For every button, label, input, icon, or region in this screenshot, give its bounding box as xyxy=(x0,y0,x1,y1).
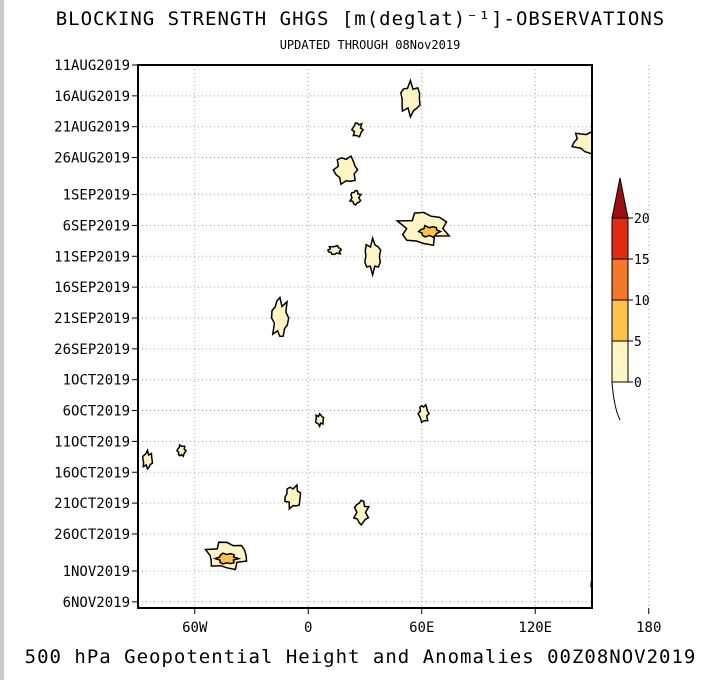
gridlines xyxy=(138,64,650,608)
y-tick-label: 1SEP2019 xyxy=(63,188,130,204)
chart-subtitle: UPDATED THROUGH 08Nov2019 xyxy=(279,38,461,52)
blocking-regions xyxy=(141,71,721,611)
blocking-region xyxy=(638,71,686,107)
y-tick-label: 11AUG2019 xyxy=(54,58,130,74)
y-tick-label: 11SEP2019 xyxy=(54,249,130,265)
y-tick-label: 21OCT2019 xyxy=(54,496,130,512)
y-tick-label: 21SEP2019 xyxy=(54,311,130,327)
colorbar-label: 0 xyxy=(634,376,642,391)
colorbar-swatch xyxy=(611,340,629,383)
blocking-region xyxy=(417,403,431,424)
colorbar: 0 5 10 15 20 xyxy=(611,177,650,421)
blocking-region xyxy=(599,94,682,146)
blocking-region xyxy=(417,224,443,239)
y-tick-label: 6SEP2019 xyxy=(63,218,130,234)
y-tick-label: 16AUG2019 xyxy=(54,89,130,105)
chart-title: BLOCKING STRENGTH GHGS [m(deglat)⁻¹]-OBS… xyxy=(55,8,666,30)
y-tick-label: 11OCT2019 xyxy=(54,434,130,450)
blocking-region xyxy=(715,382,721,413)
x-axis: 60W060E120E180120W xyxy=(182,608,661,636)
blocking-region xyxy=(710,239,721,262)
blocking-region xyxy=(399,78,421,119)
y-axis: 11AUG2019 16AUG2019 21AUG2019 26AUG2019 1SEP… xyxy=(54,58,138,611)
blocking-region xyxy=(680,428,694,442)
blocking-region xyxy=(212,552,242,565)
y-tick-label: 16OCT2019 xyxy=(54,465,130,481)
blocking-region xyxy=(570,130,592,155)
blocking-region xyxy=(683,177,698,194)
blocking-region xyxy=(621,113,643,134)
blocking-region xyxy=(618,106,656,136)
chart-footer-caption: 500 hPa Geopotential Height and Anomalie… xyxy=(24,646,697,668)
blocking-region xyxy=(662,83,680,103)
y-tick-label: 26SEP2019 xyxy=(54,342,130,358)
blocking-region xyxy=(352,499,371,527)
blocking-region xyxy=(284,483,302,511)
y-tick-label: 6OCT2019 xyxy=(63,404,130,420)
y-tick-label: 1NOV2019 xyxy=(63,564,130,580)
colorbar-bottom-arrow xyxy=(611,381,621,421)
blocking-region xyxy=(590,580,592,596)
blocking-region xyxy=(141,448,154,471)
y-tick-label: 26AUG2019 xyxy=(54,151,130,167)
y-tick-label: 21AUG2019 xyxy=(54,120,130,136)
blocking-region xyxy=(348,189,363,206)
y-tick-label: 6NOV2019 xyxy=(63,595,130,611)
colorbar-label: 5 xyxy=(634,335,642,350)
colorbar-label: 20 xyxy=(634,212,650,227)
x-tick-label: 0 xyxy=(304,620,312,636)
y-tick-label: 16SEP2019 xyxy=(54,280,130,296)
colorbar-label: 10 xyxy=(634,294,650,309)
blocking-region xyxy=(618,593,659,611)
y-tick-label: 1OCT2019 xyxy=(63,373,130,389)
colorbar-swatch xyxy=(611,299,629,342)
x-tick-label: 120E xyxy=(518,620,552,636)
colorbar-top-arrow xyxy=(611,177,629,219)
x-tick-label: 180 xyxy=(636,620,661,636)
blocking-region xyxy=(270,295,290,338)
blocking-region xyxy=(175,443,188,458)
blocking-region xyxy=(666,575,688,603)
blocking-region xyxy=(326,244,343,256)
x-tick-label: 60W xyxy=(182,620,208,636)
blocking-region xyxy=(332,154,359,186)
colorbar-swatch xyxy=(611,258,629,301)
window-edge xyxy=(0,0,4,680)
plot-frame xyxy=(137,64,593,609)
colorbar-swatch xyxy=(611,217,629,260)
x-tick-label: 60E xyxy=(409,620,434,636)
blocking-region xyxy=(314,412,325,429)
blocking-region xyxy=(364,235,382,278)
blocking-region xyxy=(350,122,365,138)
y-tick-label: 26OCT2019 xyxy=(54,527,130,543)
colorbar-label: 15 xyxy=(634,253,650,268)
